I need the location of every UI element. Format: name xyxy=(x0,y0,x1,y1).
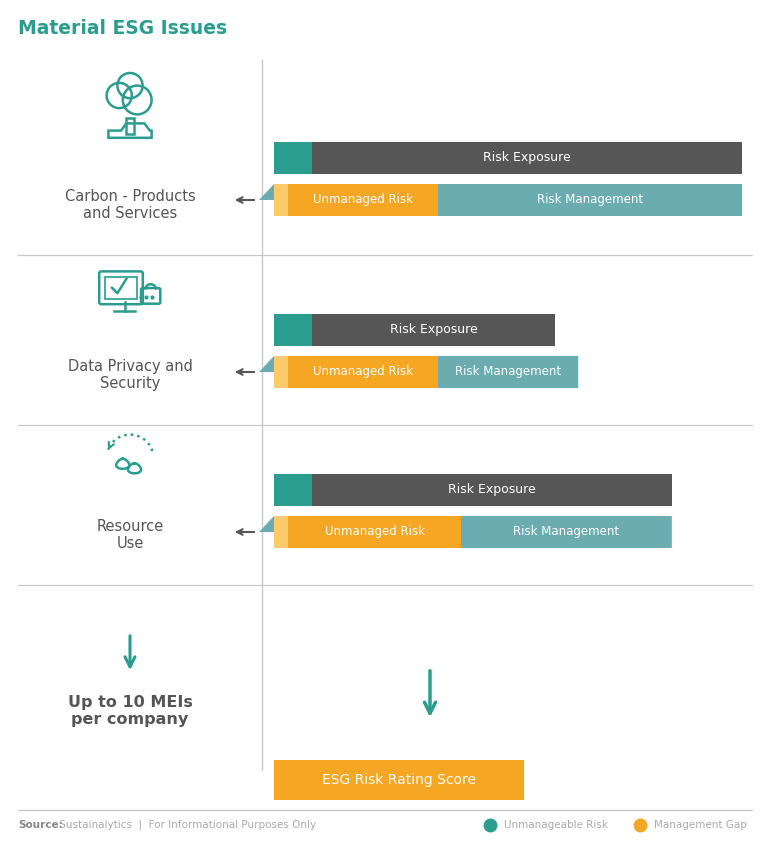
Text: Risk Exposure: Risk Exposure xyxy=(483,152,571,164)
Text: Material ESG Issues: Material ESG Issues xyxy=(18,19,227,37)
Text: Resource
Use: Resource Use xyxy=(97,519,163,551)
Bar xyxy=(274,314,312,346)
Polygon shape xyxy=(259,184,742,216)
Text: Unmanageable Risk: Unmanageable Risk xyxy=(504,820,608,830)
Text: Risk Management: Risk Management xyxy=(455,366,561,378)
Text: Unmanaged Risk: Unmanaged Risk xyxy=(313,193,413,206)
Bar xyxy=(312,314,555,346)
Bar xyxy=(274,516,288,548)
Bar xyxy=(274,516,461,548)
Text: Risk Management: Risk Management xyxy=(514,526,619,538)
Text: Carbon - Products
and Services: Carbon - Products and Services xyxy=(65,189,195,222)
Text: Data Privacy and
Security: Data Privacy and Security xyxy=(68,359,192,391)
Bar xyxy=(274,184,288,216)
Bar xyxy=(312,142,742,174)
Polygon shape xyxy=(259,356,578,388)
Text: Risk Exposure: Risk Exposure xyxy=(448,483,536,497)
Text: Unmanaged Risk: Unmanaged Risk xyxy=(325,526,425,538)
Text: Unmanaged Risk: Unmanaged Risk xyxy=(313,366,413,378)
Bar xyxy=(312,474,672,506)
Bar xyxy=(274,184,438,216)
Bar xyxy=(126,118,134,135)
Bar xyxy=(274,760,524,800)
Bar xyxy=(274,142,312,174)
Bar xyxy=(274,356,288,388)
Text: Risk Exposure: Risk Exposure xyxy=(390,324,477,337)
Bar xyxy=(105,277,138,298)
Text: Risk Management: Risk Management xyxy=(537,193,643,206)
Text: Source:: Source: xyxy=(18,820,63,830)
Text: Up to 10 MEIs
per company: Up to 10 MEIs per company xyxy=(68,695,192,728)
Polygon shape xyxy=(259,516,672,548)
Text: Management Gap: Management Gap xyxy=(654,820,747,830)
Text: Sustainalytics  |  For Informational Purposes Only: Sustainalytics | For Informational Purpo… xyxy=(56,820,316,830)
Bar xyxy=(274,474,312,506)
Text: ESG Risk Rating Score: ESG Risk Rating Score xyxy=(322,773,476,787)
Bar xyxy=(274,356,438,388)
